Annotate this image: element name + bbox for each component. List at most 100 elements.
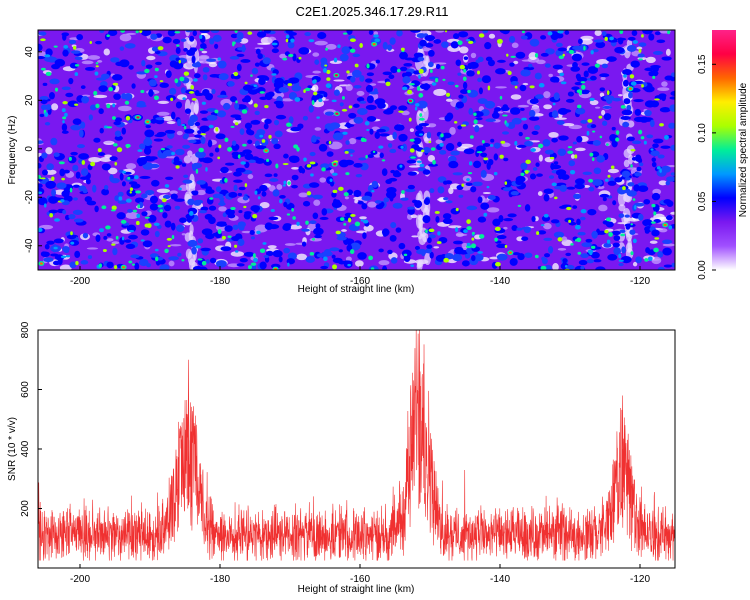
heatmap-blob xyxy=(416,33,426,39)
heatmap-blob xyxy=(254,158,265,164)
heatmap-core xyxy=(343,192,349,197)
heatmap-core xyxy=(199,48,204,51)
heatmap-core xyxy=(576,237,582,243)
heatmap-blob xyxy=(650,119,655,128)
heatmap-core xyxy=(120,30,126,33)
heatmap-low-patch xyxy=(670,211,675,215)
heatmap-blob xyxy=(411,199,418,204)
heatmap-blob xyxy=(43,257,54,263)
heatmap-core xyxy=(310,173,314,177)
heatmap-blob xyxy=(576,76,588,83)
heatmap-blob xyxy=(207,139,213,148)
heatmap-blob xyxy=(429,251,434,259)
heatmap-blob xyxy=(509,35,516,43)
heatmap-core xyxy=(466,226,472,231)
heatmap-blob xyxy=(235,116,242,121)
heatmap-core xyxy=(385,81,391,87)
heatmap-blob xyxy=(595,266,606,270)
heatmap-core xyxy=(599,135,603,139)
heatmap-core xyxy=(247,31,253,35)
heatmap-blob xyxy=(662,247,672,256)
heatmap-core xyxy=(418,93,424,98)
heatmap-core xyxy=(419,163,425,168)
heatmap-core xyxy=(615,137,620,142)
heatmap-low-patch xyxy=(427,123,437,128)
heatmap-blob xyxy=(317,90,326,94)
heatmap-core xyxy=(201,101,206,105)
heatmap-blob xyxy=(288,155,300,162)
heatmap-core xyxy=(396,68,401,73)
snr-y-tick-label: 800 xyxy=(20,321,31,338)
heatmap-hot-spot xyxy=(334,74,338,77)
colorbar-label: Normalized spectral amplitude xyxy=(738,82,749,217)
heatmap-blob xyxy=(366,86,372,90)
heatmap-core xyxy=(632,198,636,201)
heatmap-core xyxy=(604,178,609,182)
heatmap-low-patch xyxy=(421,80,434,85)
heatmap-blob xyxy=(148,79,157,87)
heatmap-blob xyxy=(320,57,328,65)
heatmap-blob xyxy=(484,42,492,50)
heatmap-blob xyxy=(587,208,597,216)
heatmap-blob xyxy=(475,149,480,157)
snr-y-tick-label: 600 xyxy=(20,381,31,398)
heatmap-streak-patch xyxy=(194,49,200,64)
heatmap-blob xyxy=(348,112,357,119)
heatmap-blob xyxy=(521,236,529,241)
heatmap-blob xyxy=(450,160,457,168)
heatmap-blob xyxy=(519,84,527,92)
heatmap-low-patch xyxy=(561,236,568,242)
heatmap-blob xyxy=(88,114,93,121)
heatmap-blob xyxy=(592,179,603,186)
heatmap-blob xyxy=(659,107,671,113)
heatmap-blob xyxy=(148,89,154,97)
heatmap-blob xyxy=(564,30,570,35)
heatmap-core xyxy=(567,150,574,155)
heatmap-core xyxy=(341,95,345,100)
heatmap-core xyxy=(72,45,77,50)
heatmap-blob xyxy=(138,162,143,167)
heatmap-blob xyxy=(63,249,70,254)
heatmap-blob xyxy=(187,239,198,247)
heatmap-blob xyxy=(596,155,605,163)
heatmap-hot-spot xyxy=(408,99,413,103)
heatmap-core xyxy=(261,139,266,143)
heatmap-blob xyxy=(126,224,137,233)
heatmap-core xyxy=(171,235,175,240)
heatmap-blob xyxy=(664,75,674,81)
heatmap-blob xyxy=(419,39,427,47)
heatmap-low-patch xyxy=(51,103,59,111)
heatmap-blob xyxy=(302,115,309,121)
heatmap-blob xyxy=(350,242,361,251)
heatmap-core xyxy=(113,143,118,147)
heatmap-low-patch xyxy=(445,98,453,102)
heatmap-low-patch xyxy=(276,183,283,190)
heatmap-blob xyxy=(92,184,97,193)
heatmap-core xyxy=(331,99,337,103)
heatmap-blob xyxy=(528,116,540,121)
heatmap-blob xyxy=(314,59,320,65)
heatmap-blob xyxy=(428,234,436,239)
heatmap-blob xyxy=(155,61,162,66)
heatmap-blob xyxy=(455,59,462,67)
heatmap-low-patch xyxy=(312,70,321,74)
heatmap-core xyxy=(551,182,557,187)
heatmap-core xyxy=(483,212,488,217)
heatmap-blob xyxy=(322,251,328,255)
heatmap-core xyxy=(462,76,467,81)
heatmap-blob xyxy=(495,68,506,75)
heatmap-blob xyxy=(297,123,304,129)
heatmap-blob xyxy=(41,169,48,176)
heatmap-blob xyxy=(509,258,518,266)
heatmap-blob xyxy=(631,156,637,161)
heatmap-blob xyxy=(236,53,245,57)
heatmap-blob xyxy=(482,30,489,34)
heatmap-core xyxy=(209,197,214,200)
heatmap-blob xyxy=(374,200,382,204)
heatmap-blob xyxy=(587,66,599,74)
heatmap-blob xyxy=(651,192,661,201)
heatmap-core xyxy=(112,82,119,86)
heatmap-core xyxy=(487,85,491,91)
heatmap-core xyxy=(581,84,586,90)
heatmap-blob xyxy=(665,180,671,186)
